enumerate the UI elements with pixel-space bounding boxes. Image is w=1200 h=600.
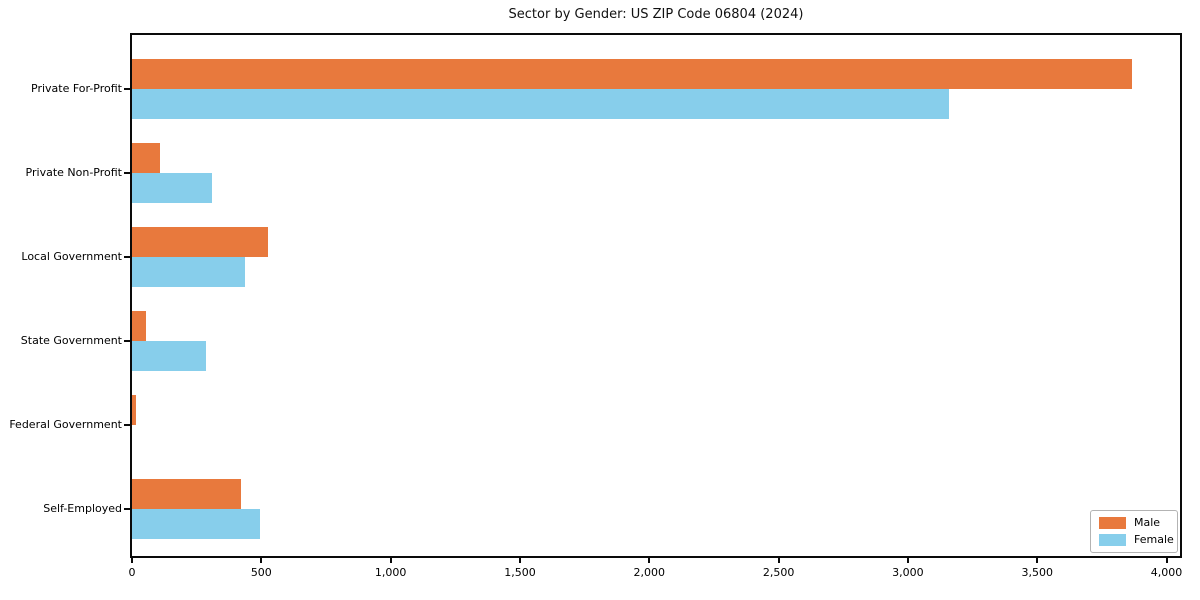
bar-male	[132, 479, 241, 509]
legend-swatch-female	[1099, 534, 1126, 546]
y-tick-label: Private Non-Profit	[25, 166, 122, 179]
bar-female	[132, 173, 213, 203]
x-tick-label: 3,500	[1021, 566, 1053, 579]
bar-male	[132, 395, 136, 425]
x-tick-label: 0	[128, 566, 136, 579]
x-tick-mark	[648, 558, 651, 563]
x-tick-mark	[1165, 558, 1168, 563]
y-tick-label: State Government	[20, 334, 122, 347]
bar-male	[132, 143, 161, 173]
bar-male	[132, 311, 147, 341]
y-tick-label: Private For-Profit	[31, 82, 122, 95]
x-tick-label: 1,000	[374, 566, 407, 579]
bar-female	[132, 509, 261, 539]
x-tick-mark	[389, 558, 392, 563]
x-tick-label: 2,000	[633, 566, 666, 579]
y-tick-mark	[124, 340, 130, 342]
x-tick-label: 2,500	[762, 566, 795, 579]
x-tick-label: 4,000	[1150, 566, 1183, 579]
bar-female	[132, 89, 949, 119]
legend-swatch-male	[1099, 517, 1126, 529]
x-tick-mark	[1036, 558, 1039, 563]
x-tick-mark	[131, 558, 133, 563]
y-tick-mark	[124, 88, 130, 90]
x-tick-label: 3,000	[892, 566, 924, 579]
legend-label: Female	[1134, 533, 1174, 546]
x-tick-mark	[777, 558, 780, 563]
y-tick-label: Federal Government	[9, 418, 122, 431]
y-tick-mark	[124, 172, 130, 174]
bar-male	[132, 59, 1133, 89]
bar-female	[132, 341, 207, 371]
x-tick-mark	[518, 558, 521, 563]
x-tick-label: 500	[250, 566, 272, 579]
legend-item: Male	[1099, 517, 1169, 529]
x-tick-mark	[260, 558, 263, 563]
y-tick-label: Local Government	[21, 250, 122, 263]
y-tick-label: Self-Employed	[43, 502, 122, 515]
y-tick-mark	[124, 508, 130, 510]
legend-item: Female	[1099, 534, 1174, 546]
legend-label: Male	[1134, 516, 1161, 529]
x-tick-mark	[906, 558, 909, 563]
chart-title: Sector by Gender: US ZIP Code 06804 (202…	[508, 7, 804, 22]
x-tick-label: 1,500	[504, 566, 536, 579]
bar-male	[132, 227, 268, 257]
y-tick-mark	[124, 256, 130, 258]
legend: Male Female	[1090, 510, 1178, 553]
bar-female	[132, 257, 246, 287]
plot-area	[130, 33, 1182, 558]
y-tick-mark	[124, 424, 130, 426]
